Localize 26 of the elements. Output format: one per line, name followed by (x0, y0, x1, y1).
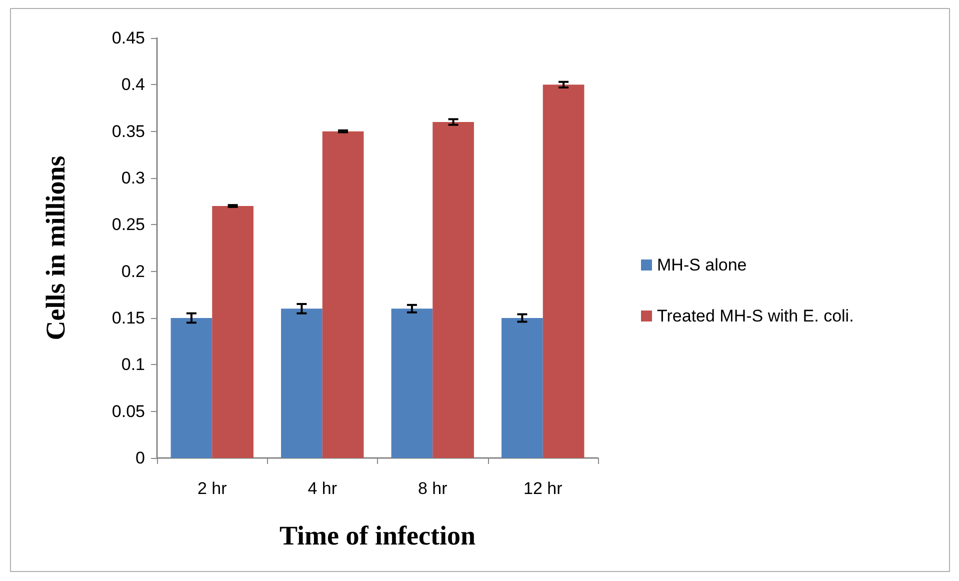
y-tick-label: 0.25 (112, 215, 145, 234)
y-tick-label: 0.2 (121, 262, 145, 281)
y-tick-label: 0.4 (121, 75, 145, 94)
bar (432, 122, 474, 458)
bar (542, 84, 584, 458)
y-tick-label: 0.15 (112, 308, 145, 328)
y-axis-title: Cells in millions (40, 156, 70, 340)
x-tick-label: 4 hr (308, 479, 338, 498)
legend-label: MH-S alone (657, 256, 747, 274)
bar (281, 308, 322, 458)
y-tick-label: 0.45 (112, 28, 145, 48)
x-tick-label: 2 hr (197, 479, 228, 498)
bar (391, 308, 433, 458)
bar (502, 318, 543, 458)
y-tick-label: 0.1 (121, 355, 145, 374)
y-tick-label: 0.3 (121, 168, 145, 188)
x-axis-title: Time of infection (280, 520, 476, 550)
bar (322, 131, 364, 458)
bar (170, 318, 212, 458)
x-tick-label: 8 hr (418, 479, 448, 498)
y-tick-label: 0.05 (112, 402, 145, 421)
legend-label: Treated MH-S with E. coli. (657, 306, 854, 326)
x-tick-label: 12 hr (524, 479, 563, 498)
y-tick-label: 0.35 (112, 122, 145, 141)
y-tick-label: 0 (136, 448, 145, 468)
bar (212, 206, 254, 458)
